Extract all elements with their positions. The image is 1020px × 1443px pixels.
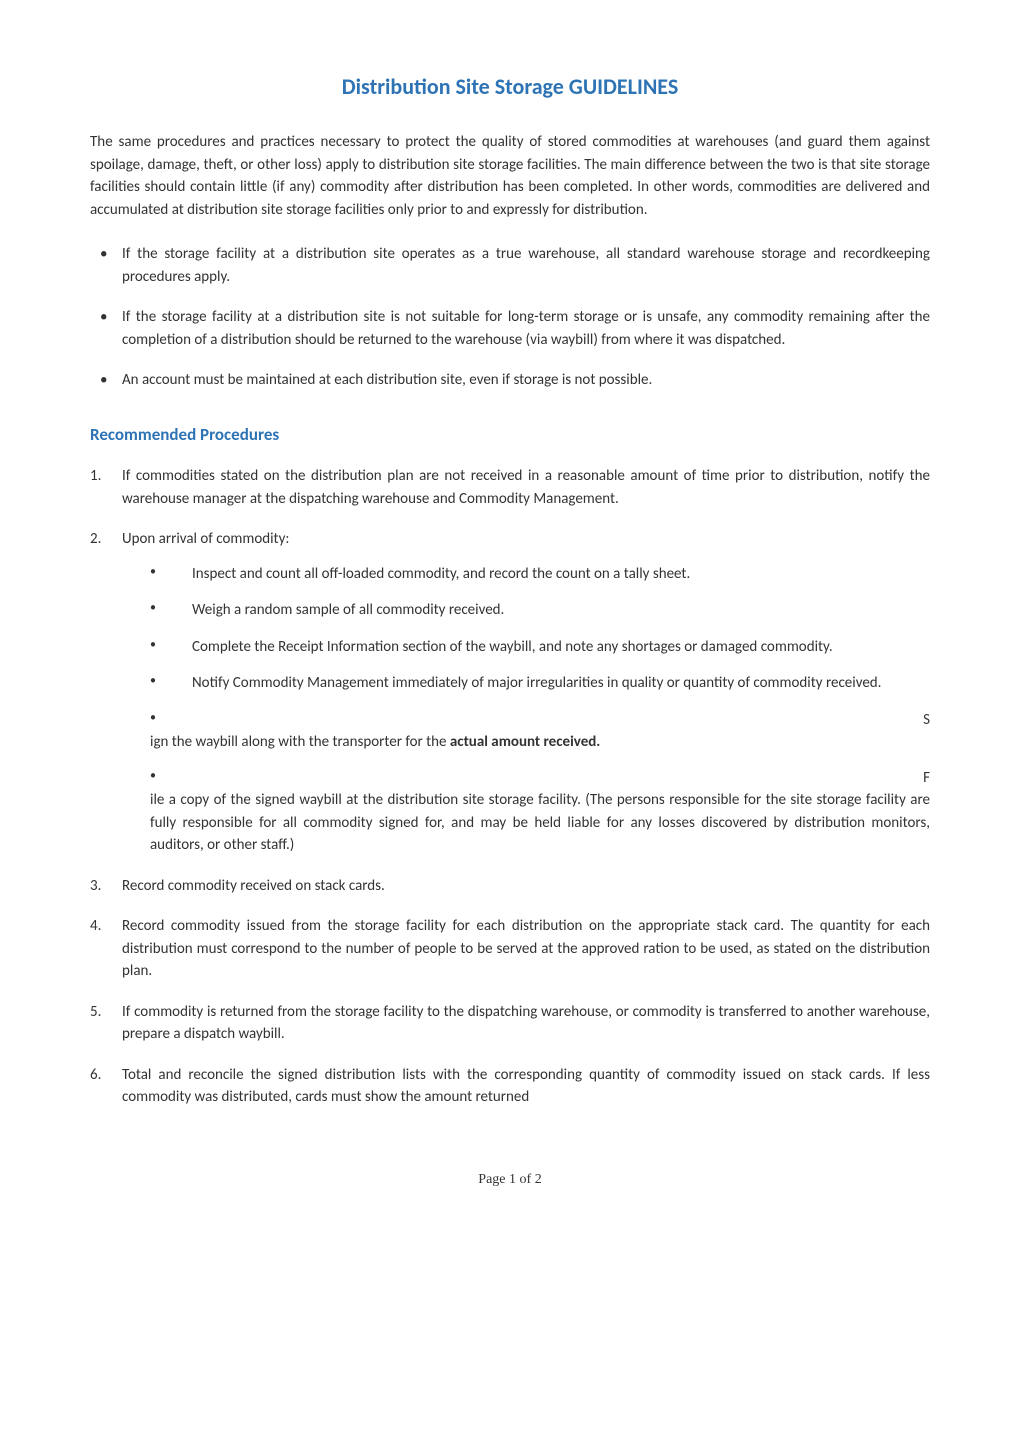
procedure-item: If commodity is returned from the storag…: [90, 1001, 930, 1046]
split-text-bold: actual amount received.: [450, 733, 600, 751]
page-title: Distribution Site Storage GUIDELINES: [90, 70, 930, 103]
footer-total: 2: [535, 1172, 542, 1187]
split-continuation: ile a copy of the signed waybill at the …: [122, 789, 930, 857]
page-footer: Page 1 of 2: [90, 1169, 930, 1190]
bullet-marker-line: S: [122, 709, 930, 731]
split-continuation: ign the waybill along with the transport…: [122, 731, 930, 754]
top-bullet-list: If the storage facility at a distributio…: [90, 243, 930, 392]
sub-bullet-item: Notify Commodity Management immediately …: [122, 672, 930, 695]
sub-bullet-item: Inspect and count all off-loaded commodi…: [122, 563, 930, 586]
procedure-item: Record commodity issued from the storage…: [90, 915, 930, 983]
procedure-item: Upon arrival of commodity: Inspect and c…: [90, 528, 930, 857]
split-first-char: F: [923, 767, 930, 790]
procedure-item: Record commodity received on stack cards…: [90, 875, 930, 898]
bullet-marker-line: F: [122, 767, 930, 789]
intro-paragraph: The same procedures and practices necess…: [90, 131, 930, 221]
footer-mid: of: [516, 1172, 535, 1187]
sub-bullet-item: Complete the Receipt Information section…: [122, 636, 930, 659]
top-bullet-item: If the storage facility at a distributio…: [90, 306, 930, 351]
procedure-item: If commodities stated on the distributio…: [90, 465, 930, 510]
top-bullet-item: If the storage facility at a distributio…: [90, 243, 930, 288]
section-heading: Recommended Procedures: [90, 422, 930, 448]
sub-bullet-split-item: F ile a copy of the signed waybill at th…: [122, 767, 930, 857]
procedure-item: Total and reconcile the signed distribut…: [90, 1064, 930, 1109]
split-first-char: S: [923, 709, 930, 732]
top-bullet-item: An account must be maintained at each di…: [90, 369, 930, 392]
sub-bullet-split-item: S ign the waybill along with the transpo…: [122, 709, 930, 754]
procedures-list: If commodities stated on the distributio…: [90, 465, 930, 1109]
procedure-lead-text: Upon arrival of commodity:: [122, 530, 289, 548]
footer-pre: Page: [478, 1172, 509, 1187]
sub-bullet-list: Inspect and count all off-loaded commodi…: [122, 563, 930, 695]
sub-bullet-item: Weigh a random sample of all commodity r…: [122, 599, 930, 622]
split-text-pre: ign the waybill along with the transport…: [150, 733, 450, 751]
footer-page-num: 1: [509, 1172, 516, 1187]
